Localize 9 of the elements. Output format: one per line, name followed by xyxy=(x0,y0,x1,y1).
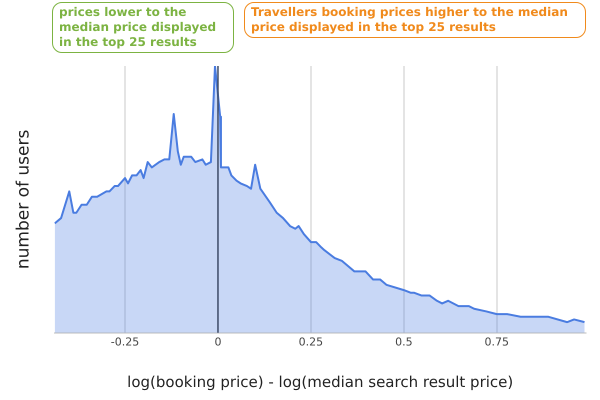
text: Travellers booking prices higher to the median price displayed in the top 25 results xyxy=(244,2,586,38)
x-tick-label: 0 xyxy=(214,335,222,348)
x-tick-label: -0.25 xyxy=(110,335,140,348)
text: prices lower to the median price displayed in the top 25 results xyxy=(52,2,234,53)
x-tick-label: 0.25 xyxy=(298,335,324,348)
x-tick-label: 0.75 xyxy=(484,335,510,348)
y-axis-title: number of users xyxy=(14,130,34,270)
x-tick-label: 0.5 xyxy=(395,335,413,348)
x-axis-title: log(booking price) - log(median search result price) xyxy=(127,372,514,391)
